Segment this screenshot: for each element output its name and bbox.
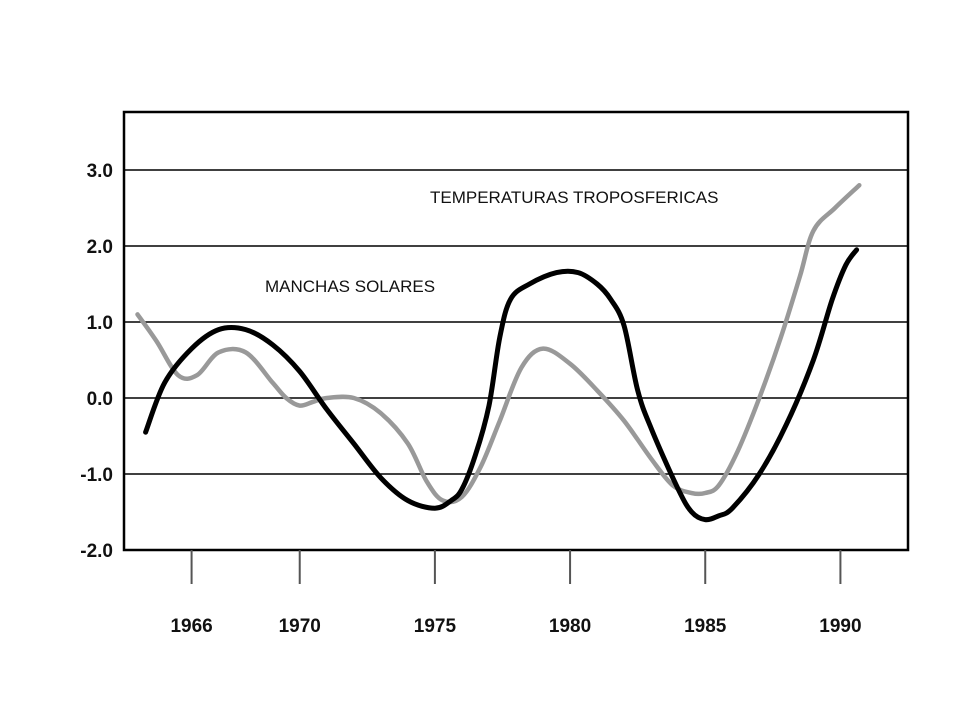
gridlines [124,169,908,475]
x-axis-ticks [190,550,842,584]
y-tick-label: 3.0 [87,161,113,182]
y-tick-label: -2.0 [80,541,113,562]
x-tick-label: 1966 [170,616,212,637]
series-line-temperaturas [135,182,862,505]
y-tick-label: 1.0 [87,313,113,334]
x-axis-labels: 1966 1970 1975 1980 1985 1990 [170,616,861,637]
x-tick-label: 1985 [684,616,727,637]
y-tick-label: -1.0 [80,465,113,486]
y-tick-label: 2.0 [87,237,113,258]
series-label-temperaturas: TEMPERATURAS TROPOSFERICAS [430,188,718,207]
x-tick-label: 1975 [414,616,457,637]
series-line-manchas-solares [143,247,860,523]
x-tick-label: 1980 [549,616,591,637]
y-axis-labels: -2.0 -1.0 0.0 1.0 2.0 3.0 [80,161,113,562]
y-tick-label: 0.0 [87,389,113,410]
series-label-manchas: MANCHAS SOLARES [265,277,435,296]
series-lines [135,182,862,523]
x-tick-label: 1990 [819,616,861,637]
x-tick-label: 1970 [279,616,321,637]
